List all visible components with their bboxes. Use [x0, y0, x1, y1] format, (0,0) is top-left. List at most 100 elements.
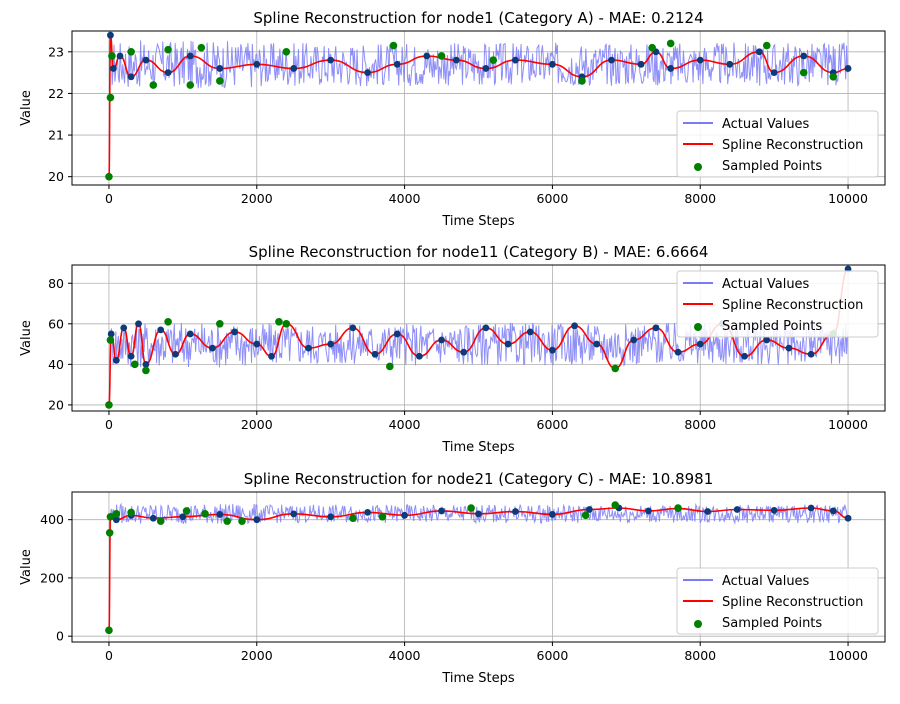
sample-point: [549, 346, 556, 354]
sample-point: [164, 69, 172, 77]
sample-point: [755, 48, 763, 56]
x-axis-label: Time Steps: [441, 671, 515, 686]
sample-point: [164, 45, 172, 54]
sample-point: [127, 73, 135, 81]
y-tick-label: 22: [48, 86, 64, 101]
x-tick-label: 8000: [684, 648, 716, 663]
sample-point: [216, 77, 224, 85]
sample-point: [216, 511, 224, 518]
sample-point: [216, 65, 224, 72]
series-sampled-dense: [107, 504, 852, 524]
sample-point: [327, 340, 335, 348]
sample-point: [127, 352, 135, 360]
sample-point: [275, 317, 283, 326]
sample-point: [504, 340, 512, 348]
sample-point: [201, 510, 209, 518]
sample-point: [807, 504, 815, 512]
sample-point: [401, 511, 408, 519]
sample-point: [142, 56, 150, 64]
sample-point: [452, 56, 460, 64]
sample-point: [578, 77, 586, 85]
sample-point: [785, 344, 793, 352]
y-tick-label: 0: [56, 629, 64, 644]
sample-point: [585, 506, 593, 513]
sample-point: [762, 41, 771, 50]
sample-point: [305, 344, 312, 352]
sample-point: [378, 512, 387, 521]
sample-point: [216, 320, 224, 328]
sample-point: [106, 512, 115, 521]
series-sampled-points: [105, 39, 838, 181]
x-tick-label: 8000: [684, 191, 716, 206]
sample-point: [549, 60, 556, 68]
sample-point: [253, 516, 261, 524]
x-tick-label: 6000: [537, 417, 569, 432]
sample-point: [282, 320, 291, 328]
sample-point: [127, 48, 135, 56]
sample-point: [423, 52, 431, 60]
sample-point: [120, 324, 128, 332]
legend-sampled-points: Sampled Points: [722, 159, 822, 174]
y-tick-label: 23: [48, 44, 64, 59]
sample-point: [763, 336, 771, 344]
sample-point: [105, 528, 114, 537]
sample-point: [105, 172, 113, 181]
sample-point: [179, 513, 187, 521]
chart-panel-node1: Spline Reconstruction for node1 (Categor…: [19, 9, 886, 229]
x-tick-label: 0: [105, 191, 113, 206]
sample-point: [349, 514, 357, 523]
y-tick-label: 60: [48, 316, 64, 331]
sample-point: [364, 508, 372, 516]
sample-point: [290, 65, 298, 72]
legend-actual-values: Actual Values: [722, 574, 810, 589]
sample-point: [674, 504, 682, 512]
sample-point: [268, 352, 275, 360]
plot-frame: [71, 491, 886, 643]
sample-point: [733, 506, 741, 513]
sample-point: [438, 507, 445, 515]
sample-point: [327, 56, 335, 64]
chart-title: Spline Reconstruction for node1 (Categor…: [253, 9, 703, 27]
sample-point: [829, 507, 837, 515]
sample-point: [389, 41, 398, 50]
sample-point: [106, 93, 115, 102]
sample-point: [571, 322, 578, 330]
sample-point: [197, 43, 206, 52]
sample-point: [666, 39, 675, 48]
legend-actual-values: Actual Values: [722, 277, 810, 292]
sample-point: [807, 350, 815, 358]
sample-point: [652, 324, 660, 332]
sample-point: [844, 65, 852, 72]
x-tick-label: 4000: [389, 417, 421, 432]
sample-point: [107, 31, 114, 39]
sample-point: [142, 366, 150, 375]
sample-point: [135, 320, 142, 328]
sample-point: [109, 65, 117, 72]
series-actual-values: [108, 502, 848, 631]
sample-point: [112, 356, 120, 364]
chart-title: Spline Reconstruction for node11 (Catego…: [249, 243, 709, 261]
sample-point: [674, 348, 682, 356]
x-tick-label: 4000: [389, 191, 421, 206]
sample-point: [349, 324, 357, 332]
y-axis-label: Value: [19, 320, 34, 356]
sample-point: [209, 344, 216, 352]
chart-panel-node11: Spline Reconstruction for node11 (Catego…: [19, 243, 886, 455]
sample-point: [438, 336, 445, 344]
y-tick-label: 400: [40, 512, 64, 527]
legend-box: [676, 110, 879, 178]
sample-point: [844, 514, 852, 522]
sample-point: [253, 60, 261, 68]
series-actual-values: [108, 40, 848, 177]
sample-point: [475, 510, 482, 518]
sample-point: [149, 81, 158, 89]
x-tick-label: 10000: [828, 648, 868, 663]
sample-point: [415, 352, 423, 360]
y-tick-label: 20: [48, 169, 64, 184]
x-tick-label: 2000: [241, 648, 273, 663]
sample-point: [112, 516, 120, 524]
sample-point: [156, 517, 165, 525]
y-tick-label: 20: [48, 397, 64, 412]
legend-actual-values: Actual Values: [722, 117, 810, 132]
series-sampled-points: [105, 317, 838, 409]
